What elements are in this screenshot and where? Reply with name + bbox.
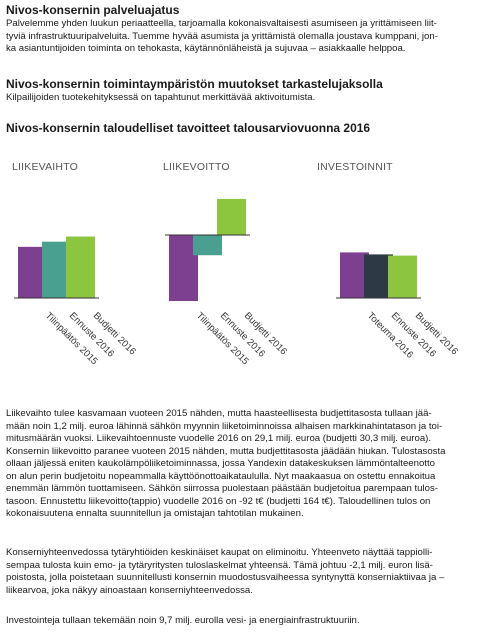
chart-title-liikevaihto: LIIKEVAIHTO bbox=[12, 161, 78, 173]
text-line: Konserniyhteenvedossa tytäryhtiöiden kes… bbox=[6, 547, 433, 558]
text-line: enemmän lämmön tuottamiseen. Sähkön siir… bbox=[6, 483, 438, 494]
text-line: Palvelemme yhden luukun periaatteella, t… bbox=[6, 18, 437, 29]
text-line: mitusmäärän vuoksi. Liikevaihtoennuste v… bbox=[6, 433, 432, 444]
bar-liikevoitto-3 bbox=[217, 198, 246, 235]
heading-toimintaymparisto: Nivos-konsernin toimintaympäristön muuto… bbox=[6, 77, 383, 91]
paragraph-toimintaymparisto: Kilpailijoiden tuotekehityksessä on tapa… bbox=[6, 92, 315, 105]
chart-title-liikevoitto: LIIKEVOITTO bbox=[163, 161, 230, 173]
heading-taloudelliset-tavoitteet: Nivos-konsernin taloudelliset tavoitteet… bbox=[6, 121, 371, 135]
text-line: kokonaisuutena ennalta suunnitellun ja o… bbox=[6, 508, 304, 519]
chart-title-investoinnit: INVESTOINNIT bbox=[317, 161, 393, 173]
text-line: Kilpailijoiden tuotekehityksessä on tapa… bbox=[6, 92, 316, 103]
text-line: Konsernin liikevoitto paranee vuoteen 20… bbox=[6, 445, 446, 457]
text-line: ka asiantuntijoiden toiminta on tehokast… bbox=[6, 43, 406, 54]
paragraph-liikevaihto: Liikevaihto tulee kasvamaan vuoteen 2015… bbox=[6, 408, 446, 521]
text-line: liikearvoa, joka näkyy ainoastaan konser… bbox=[6, 584, 253, 596]
text-line: mään noin 1,2 milj. euroa lähinnä sähkön… bbox=[6, 420, 443, 432]
paragraph-investoinnit: Investointeja tullaan tekemään noin 9,7 … bbox=[6, 615, 360, 628]
heading-palveluajatus: Nivos-konsernin palveluajatus bbox=[6, 3, 180, 17]
text-line: tasoon. Ennustettu liikevoitto(tappio) v… bbox=[6, 495, 431, 507]
bar-liikevaihto-3 bbox=[66, 236, 95, 298]
paragraph-palveluajatus: Palvelemme yhden luukun periaatteella, t… bbox=[6, 18, 438, 56]
text-line: on alun perin budjetoitu nopeammalla käy… bbox=[6, 470, 436, 482]
bar-investoinnit-3 bbox=[388, 255, 417, 298]
paragraph-konserniyhteenveto: Konserniyhteenvedossa tytäryhtiöiden kes… bbox=[6, 547, 444, 597]
bar-liikevoitto-2 bbox=[193, 235, 222, 256]
text-line: ollaan jäljessä eniten kaukolämpöliiketo… bbox=[6, 458, 435, 469]
text-line: sempaa tulosta kuin emo- ja tytäryrityst… bbox=[6, 559, 433, 571]
text-line: poistosta, jolla poistetaan suunnitellus… bbox=[6, 572, 445, 583]
text-line: Investointeja tullaan tekemään noin 9,7 … bbox=[6, 615, 360, 626]
text-line: Liikevaihto tulee kasvamaan vuoteen 2015… bbox=[6, 408, 432, 419]
text-line: tyviä infrastruktuuripalveluita. Tuemme … bbox=[6, 30, 438, 42]
